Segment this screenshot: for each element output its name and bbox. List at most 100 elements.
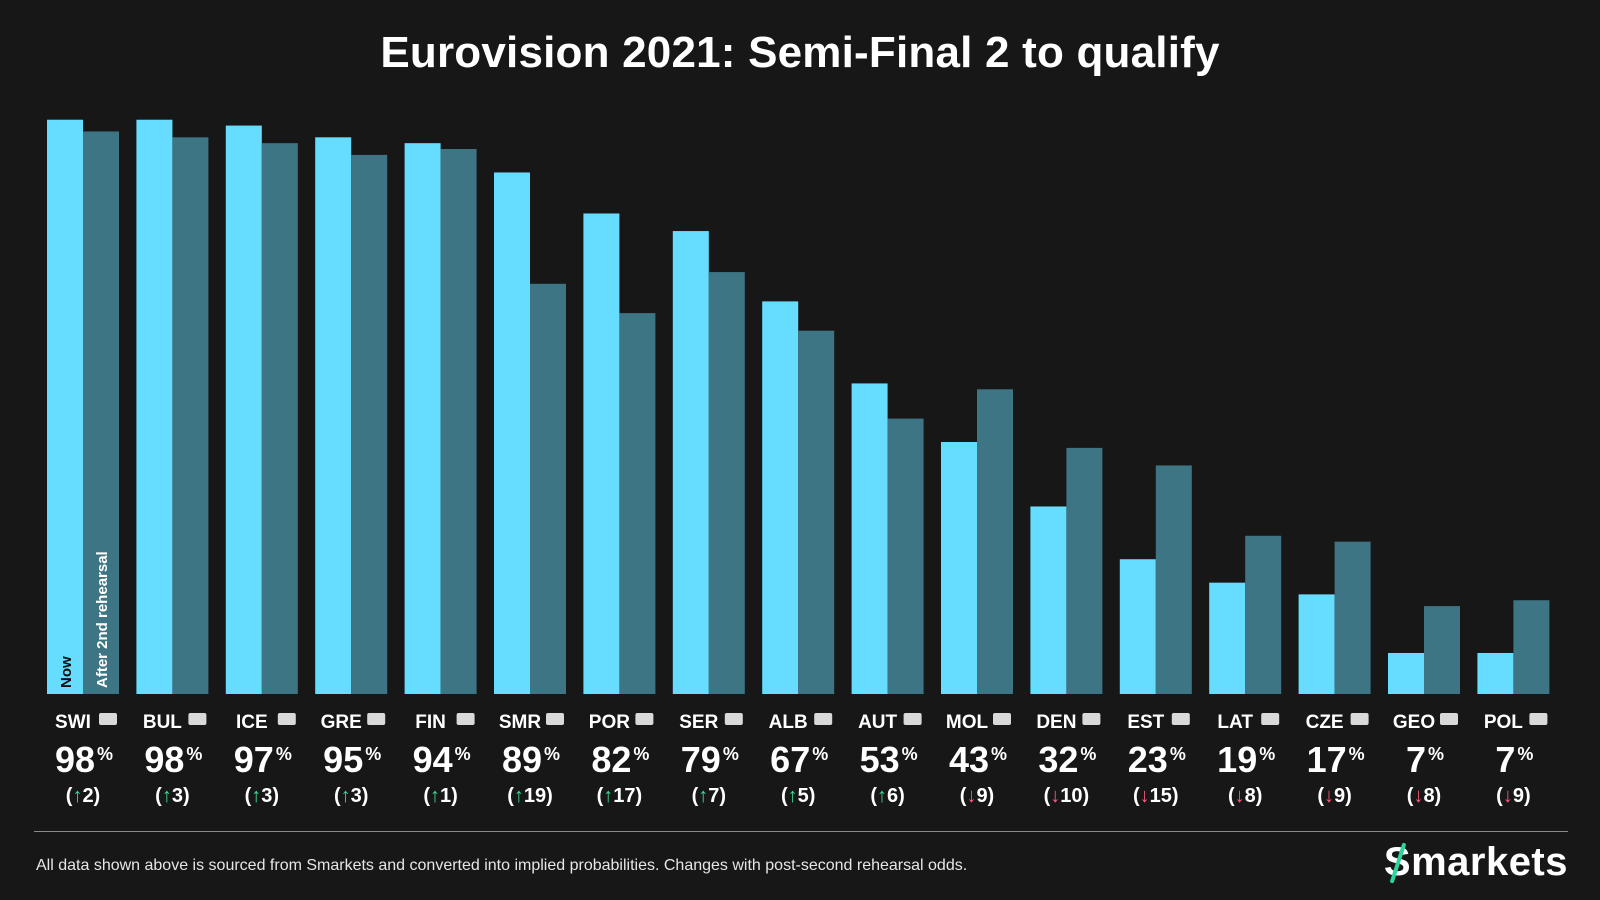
- change-label: (↑6): [870, 785, 904, 807]
- percent-sign: %: [1080, 744, 1096, 764]
- bar-now: [851, 383, 888, 694]
- arrow-down-icon: ↓: [1324, 785, 1334, 807]
- change-paren-open: (: [1044, 785, 1051, 807]
- bar-after-rehearsal: [83, 131, 119, 694]
- percent-sign: %: [186, 744, 202, 764]
- arrow-down-icon: ↓: [1503, 785, 1513, 807]
- percent-sign: %: [97, 744, 113, 764]
- logo-wordmark: markets: [1411, 840, 1568, 884]
- latvia-flag-icon: [1261, 713, 1280, 725]
- bar-after-rehearsal: [619, 313, 656, 694]
- greece-flag-icon: [367, 713, 386, 725]
- bar-after-rehearsal: [1424, 606, 1460, 694]
- percent-label: 98: [55, 739, 95, 780]
- arrow-up-icon: ↑: [251, 785, 261, 807]
- change-paren-open: (: [960, 785, 967, 807]
- change-paren-open: (: [66, 785, 73, 807]
- bar-now: [1388, 652, 1424, 694]
- change-value: 3): [351, 785, 369, 807]
- change-paren-open: (: [692, 785, 699, 807]
- percent-label: 95: [323, 739, 363, 780]
- change-value: 5): [798, 785, 816, 807]
- change-label: (↑2): [66, 785, 100, 807]
- category-label: ICE: [236, 712, 268, 733]
- change-label: (↑19): [507, 785, 553, 807]
- bar-after-rehearsal: [977, 389, 1013, 694]
- bar-now: [47, 119, 83, 695]
- change-paren-open: (: [423, 785, 430, 807]
- change-paren-open: (: [597, 785, 604, 807]
- change-value: 2): [82, 785, 100, 807]
- bar-after-rehearsal: [1513, 600, 1550, 694]
- arrow-up-icon: ↑: [877, 785, 887, 807]
- bar-now: [941, 442, 977, 694]
- percent-sign: %: [1349, 744, 1365, 764]
- percent-sign: %: [1170, 744, 1186, 764]
- change-paren-open: (: [245, 785, 252, 807]
- change-label: (↑17): [597, 785, 643, 807]
- category-label: DEN: [1036, 712, 1076, 733]
- bar-after-rehearsal: [1066, 447, 1103, 694]
- change-paren-open: (: [1496, 785, 1503, 807]
- category-label: SMR: [499, 712, 542, 733]
- bar-after-rehearsal: [708, 272, 745, 694]
- category-label: GEO: [1393, 712, 1435, 733]
- change-paren-open: (: [334, 785, 341, 807]
- czechia-flag-icon: [1350, 713, 1369, 725]
- footer-divider: [34, 831, 1568, 832]
- bar-after-rehearsal: [172, 137, 209, 695]
- change-label: (↓9): [1496, 785, 1530, 807]
- arrow-up-icon: ↑: [341, 785, 351, 807]
- bar-after-rehearsal: [1245, 535, 1282, 694]
- finland-flag-icon: [456, 713, 475, 725]
- change-value: 1): [440, 785, 458, 807]
- category-label: BUL: [143, 712, 182, 733]
- arrow-down-icon: ↓: [1050, 785, 1060, 807]
- serbia-flag-icon: [724, 713, 743, 725]
- percent-label: 67: [770, 739, 810, 780]
- category-label: LAT: [1217, 712, 1253, 733]
- change-value: 19): [524, 785, 553, 807]
- bar-after-rehearsal: [440, 149, 477, 694]
- category-label: EST: [1127, 712, 1164, 733]
- change-value: 3): [261, 785, 279, 807]
- san-marino-flag-icon: [546, 713, 564, 725]
- category-label: ALB: [769, 712, 808, 733]
- bar-now: [583, 213, 620, 695]
- percent-sign: %: [1517, 744, 1533, 764]
- percent-sign: %: [544, 744, 560, 764]
- percent-sign: %: [1259, 744, 1275, 764]
- change-paren-open: (: [155, 785, 162, 807]
- bar-after-rehearsal: [351, 154, 388, 694]
- percent-label: 7: [1495, 739, 1515, 780]
- arrow-down-icon: ↓: [1235, 785, 1245, 807]
- legend-after-rehearsal: After 2nd rehearsal: [94, 551, 111, 688]
- change-paren-open: (: [781, 785, 788, 807]
- change-paren-open: (: [1407, 785, 1414, 807]
- change-label: (↑3): [334, 785, 368, 807]
- change-value: 9): [1334, 785, 1352, 807]
- bar-now: [225, 125, 262, 694]
- switzerland-flag-icon: [99, 713, 117, 725]
- bar-after-rehearsal: [261, 143, 298, 694]
- category-label: MOL: [946, 712, 989, 733]
- poland-flag-icon: [1529, 713, 1548, 725]
- percent-sign: %: [276, 744, 292, 764]
- percent-sign: %: [1428, 744, 1444, 764]
- category-label: AUT: [858, 712, 897, 733]
- percent-label: 79: [681, 739, 721, 780]
- change-label: (↓15): [1133, 785, 1179, 807]
- change-label: (↓9): [960, 785, 994, 807]
- denmark-flag-icon: [1082, 713, 1101, 725]
- arrow-down-icon: ↓: [1413, 785, 1423, 807]
- change-value: 7): [708, 785, 726, 807]
- arrow-down-icon: ↓: [1140, 785, 1150, 807]
- bar-now: [1119, 559, 1156, 694]
- bar-now: [494, 172, 530, 694]
- bar-now: [1298, 594, 1335, 694]
- logo-s-mark: S: [1383, 840, 1412, 884]
- bar-now: [1209, 582, 1246, 694]
- percent-sign: %: [812, 744, 828, 764]
- bar-after-rehearsal: [1155, 465, 1192, 694]
